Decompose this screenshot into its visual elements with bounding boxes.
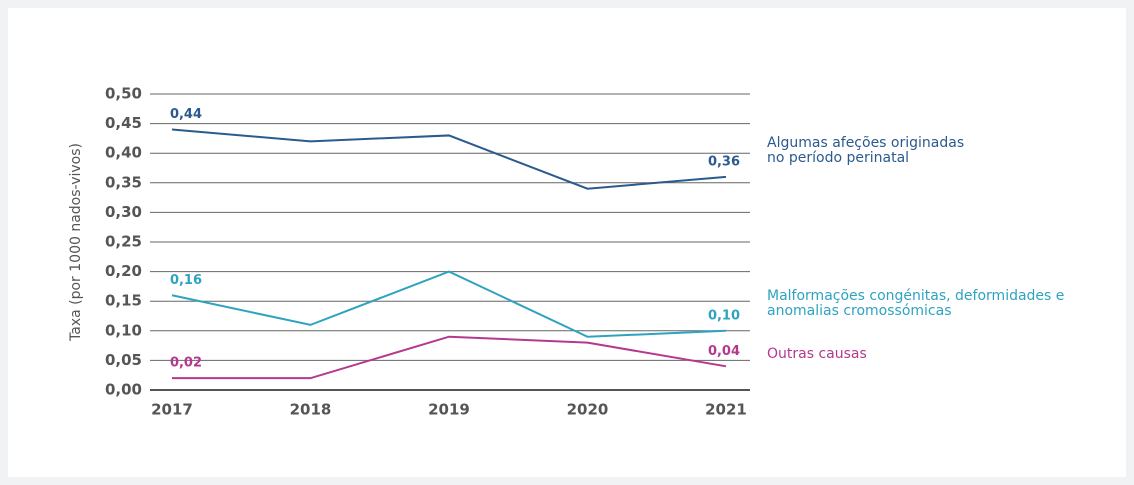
series-line (171, 128, 727, 190)
data-label: 0,16 (170, 273, 202, 288)
data-label: 0,04 (708, 344, 740, 359)
x-tick-label: 2021 (705, 401, 747, 419)
legend-label: Outras causas (767, 346, 867, 363)
x-tick-label: 2020 (567, 401, 609, 419)
y-tick-label: 0,25 (105, 233, 142, 251)
y-tick-label: 0,15 (105, 292, 142, 310)
y-tick-label: 0,00 (105, 381, 142, 399)
y-tick-label: 0,30 (105, 203, 142, 221)
y-tick-label: 0,05 (105, 351, 142, 369)
y-tick-label: 0,20 (105, 262, 142, 280)
data-label: 0,36 (708, 154, 740, 169)
y-tick-label: 0,50 (105, 85, 142, 103)
x-tick-label: 2017 (151, 401, 193, 419)
x-tick-label: 2019 (428, 401, 470, 419)
y-tick-label: 0,35 (105, 173, 142, 191)
legend-label: Algumas afeções originadas no período pe… (767, 134, 965, 166)
y-tick-label: 0,45 (105, 114, 142, 132)
data-label: 0,44 (170, 107, 202, 122)
data-label: 0,10 (708, 308, 740, 323)
x-tick-label: 2018 (290, 401, 332, 419)
data-label: 0,02 (170, 356, 202, 371)
y-tick-label: 0,40 (105, 144, 142, 162)
y-axis-label: Taxa (por 1000 nados-vivos) (68, 143, 84, 342)
series-line (172, 335, 727, 380)
legend-label: Malformações congénitas, deformidades e … (767, 287, 1065, 319)
series-line (171, 270, 727, 338)
y-tick-label: 0,10 (105, 321, 142, 339)
